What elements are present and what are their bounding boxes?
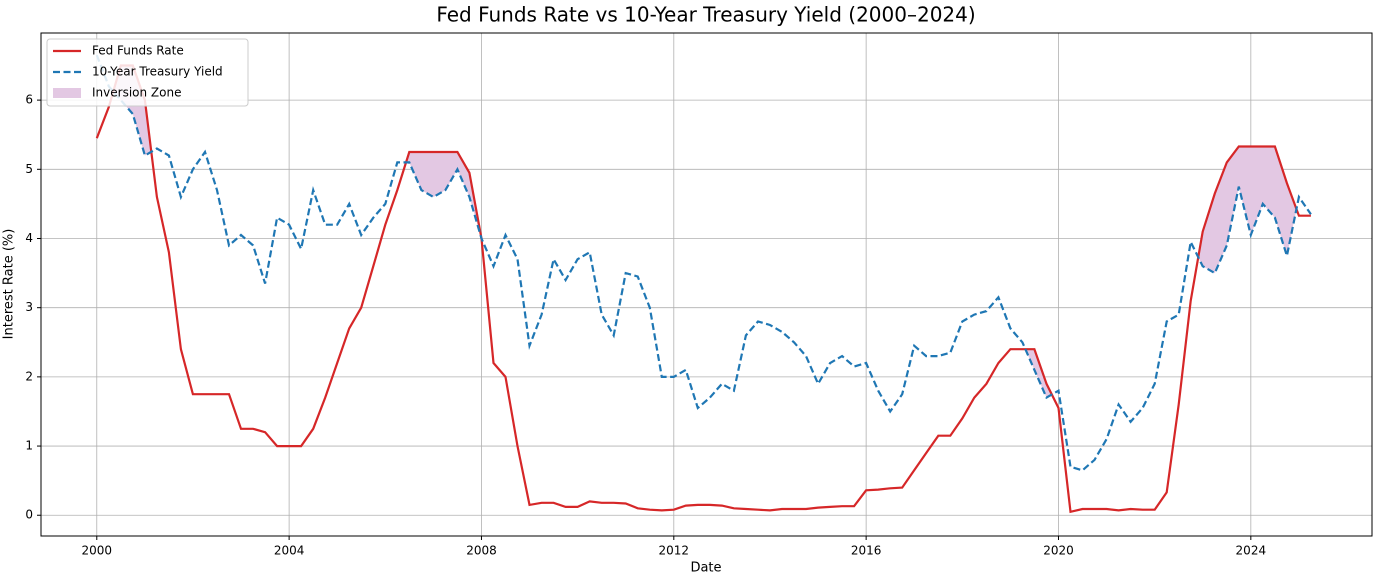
- inversion-fill: [406, 152, 482, 239]
- legend-label: Inversion Zone: [92, 86, 181, 100]
- legend-label: Fed Funds Rate: [92, 44, 184, 58]
- y-tick-label: 2: [25, 369, 33, 383]
- legend-box: [46, 38, 249, 107]
- grid: [41, 33, 1372, 536]
- x-tick-label: 2008: [466, 544, 497, 558]
- series-line: [95, 54, 1312, 472]
- legend: Fed Funds Rate 10-Year Treasury Yield Inve…: [46, 38, 249, 107]
- x-tick-label: 2020: [1043, 544, 1074, 558]
- x-tick-label: 2000: [82, 544, 113, 558]
- series-line: [95, 64, 1311, 514]
- x-axis-label: Date: [690, 561, 721, 572]
- x-tick-label: 2024: [1236, 544, 1267, 558]
- y-tick-label: 4: [25, 231, 33, 245]
- y-tick-label: 3: [25, 300, 33, 314]
- x-tick-label: 2012: [659, 544, 690, 558]
- inversion-fill: [1198, 146, 1297, 274]
- legend-label: 10-Year Treasury Yield: [92, 65, 223, 79]
- y-tick-label: 5: [25, 162, 33, 176]
- x-tick-label: 2016: [851, 544, 882, 558]
- chart-title: Fed Funds Rate vs 10-Year Treasury Yield…: [436, 3, 975, 27]
- y-tick-label: 6: [25, 93, 33, 107]
- x-tick-label: 2004: [274, 544, 305, 558]
- y-tick-label: 0: [25, 508, 33, 522]
- legend-swatch: [53, 88, 81, 98]
- y-axis-label: Interest Rate (%): [2, 229, 17, 340]
- plot-frame: [40, 32, 1373, 537]
- inversion-fill: [1025, 349, 1052, 398]
- y-tick-label: 1: [25, 439, 33, 453]
